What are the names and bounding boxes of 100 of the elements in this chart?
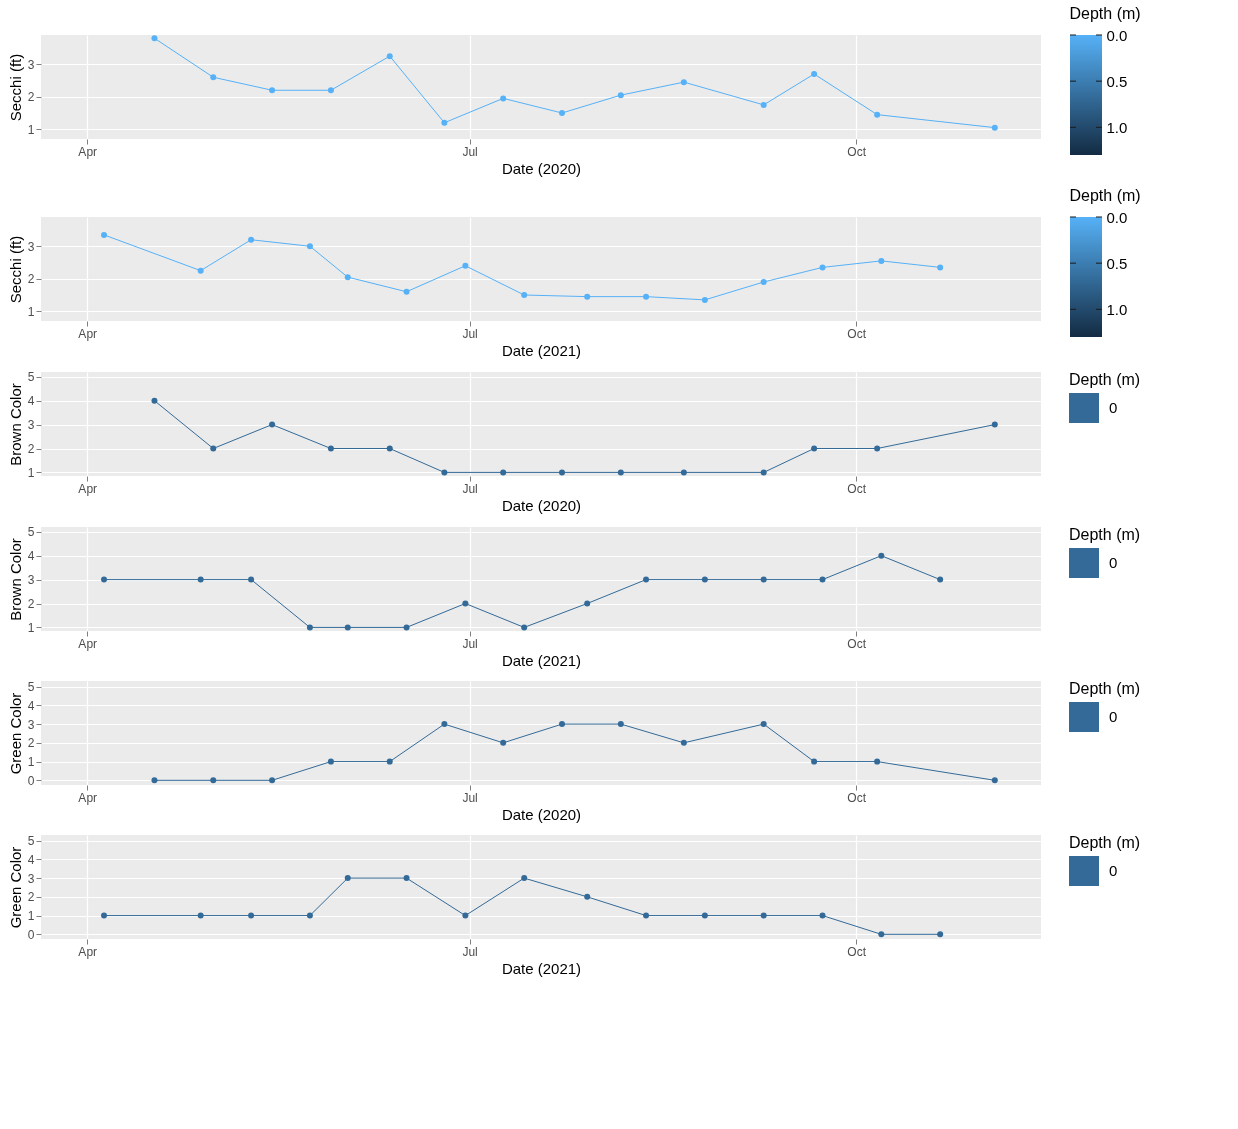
point <box>701 296 708 303</box>
y-tick-label: 4 <box>27 549 35 564</box>
y-tick-label: 4 <box>27 852 35 867</box>
x-tick-label: Oct <box>847 326 867 341</box>
point <box>811 758 818 765</box>
point <box>617 721 624 728</box>
point <box>344 274 351 281</box>
y-axis-title: Brown Color <box>6 383 24 466</box>
point <box>101 231 108 238</box>
y-tick-label: 3 <box>27 418 35 433</box>
color-bar-label: 1.0 <box>1106 118 1128 136</box>
point <box>521 292 528 298</box>
y-tick-label: 4 <box>27 394 35 409</box>
x-tick-label: Jul <box>462 944 478 959</box>
point <box>306 243 313 250</box>
point <box>462 262 469 269</box>
legend-title: Depth (m) <box>1069 834 1141 851</box>
x-tick-label: Apr <box>78 636 98 651</box>
point <box>327 87 334 94</box>
point <box>584 893 591 900</box>
point <box>151 777 158 784</box>
y-tick-label: 4 <box>27 698 35 713</box>
x-tick-label: Oct <box>847 144 867 159</box>
y-axis-title: Green Color <box>6 692 24 775</box>
point <box>441 119 448 126</box>
x-tick-label: Oct <box>847 481 867 496</box>
point <box>991 124 998 131</box>
color-bar-label: 0.0 <box>1106 26 1128 44</box>
point <box>559 721 566 728</box>
point <box>500 739 507 746</box>
point <box>344 624 351 631</box>
y-tick-label: 1 <box>27 755 35 770</box>
point <box>462 600 469 607</box>
text: 0 <box>1109 708 1118 725</box>
point <box>327 758 334 765</box>
y-tick-label: 3 <box>27 871 35 886</box>
point <box>874 445 881 452</box>
point <box>617 469 624 476</box>
point <box>500 95 507 102</box>
y-tick-label: 5 <box>27 680 35 695</box>
point <box>760 721 767 728</box>
point <box>403 624 410 631</box>
point <box>819 576 826 583</box>
point <box>197 912 204 919</box>
point <box>269 421 276 428</box>
point <box>248 912 255 919</box>
point <box>584 293 591 300</box>
point <box>386 758 393 765</box>
point <box>760 279 767 285</box>
x-axis-title: Date (2021) <box>501 651 582 669</box>
point <box>760 576 767 583</box>
point <box>210 777 217 784</box>
y-tick-label: 1 <box>27 304 35 319</box>
y-tick-label: 1 <box>27 465 35 480</box>
x-axis-title: Date (2021) <box>501 959 582 977</box>
text: 0 <box>1109 554 1118 571</box>
x-axis-title: Date (2020) <box>501 805 582 823</box>
point <box>151 397 158 404</box>
legend-label: 0 <box>1109 862 1118 879</box>
x-tick-label: Apr <box>78 481 98 496</box>
point <box>991 777 998 784</box>
x-tick-label: Oct <box>847 636 867 651</box>
point <box>248 576 255 583</box>
point <box>306 624 313 631</box>
point <box>643 293 650 300</box>
y-tick-label: 2 <box>27 890 35 905</box>
point <box>521 875 528 882</box>
point <box>197 267 204 274</box>
y-tick-label: 0 <box>27 927 35 942</box>
y-axis-title: Green Color <box>6 846 24 929</box>
point <box>386 53 393 60</box>
x-tick-label: Jul <box>462 636 478 651</box>
point <box>441 469 448 476</box>
point <box>269 777 276 784</box>
point <box>101 912 108 919</box>
x-tick-label: Apr <box>78 944 98 959</box>
y-axis-title: Secchi (ft) <box>6 53 24 122</box>
x-tick-label: Jul <box>462 326 478 341</box>
color-bar-label: 0.5 <box>1106 72 1128 90</box>
point <box>937 576 944 583</box>
y-tick-label: 3 <box>27 239 35 254</box>
point <box>101 576 108 583</box>
y-tick-label: 3 <box>27 717 35 732</box>
y-tick-label: 5 <box>27 525 35 540</box>
y-tick-label: 2 <box>27 442 35 457</box>
x-tick-label: Oct <box>847 790 867 805</box>
y-tick-label: 1 <box>27 909 35 924</box>
y-tick-label: 5 <box>27 370 35 385</box>
point <box>584 600 591 607</box>
point <box>874 111 881 118</box>
point <box>403 875 410 882</box>
point <box>327 445 334 452</box>
y-tick-label: 2 <box>27 90 35 105</box>
point <box>760 101 767 108</box>
point <box>521 624 528 631</box>
point <box>991 421 998 428</box>
point <box>878 257 885 264</box>
point <box>151 35 158 42</box>
point <box>811 445 818 452</box>
color-bar-title: Depth (m) <box>1069 187 1141 204</box>
